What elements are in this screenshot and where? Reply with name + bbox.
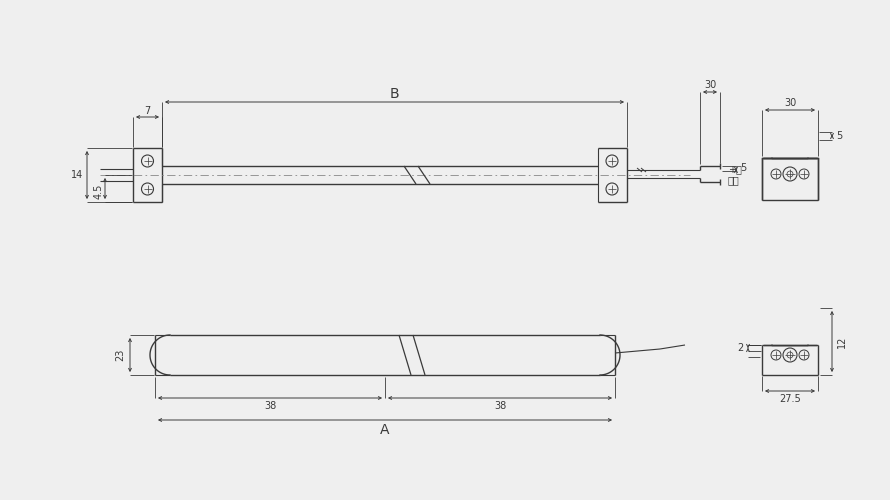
Text: B: B	[390, 87, 400, 101]
Text: 2: 2	[737, 343, 743, 353]
Text: 30: 30	[704, 80, 716, 90]
Text: 12: 12	[837, 336, 847, 347]
Text: －黒: －黒	[728, 175, 740, 185]
Text: 23: 23	[115, 349, 125, 361]
Text: 5: 5	[836, 131, 842, 141]
Text: A: A	[380, 423, 390, 437]
Text: 14: 14	[71, 170, 83, 180]
Text: 38: 38	[263, 401, 276, 411]
Text: 4.5: 4.5	[94, 184, 104, 199]
Text: 30: 30	[784, 98, 797, 108]
Text: 5: 5	[740, 163, 746, 173]
Text: +白: +白	[728, 164, 742, 174]
Text: 7: 7	[144, 106, 150, 116]
Text: 27.5: 27.5	[779, 394, 801, 404]
Text: 38: 38	[494, 401, 506, 411]
